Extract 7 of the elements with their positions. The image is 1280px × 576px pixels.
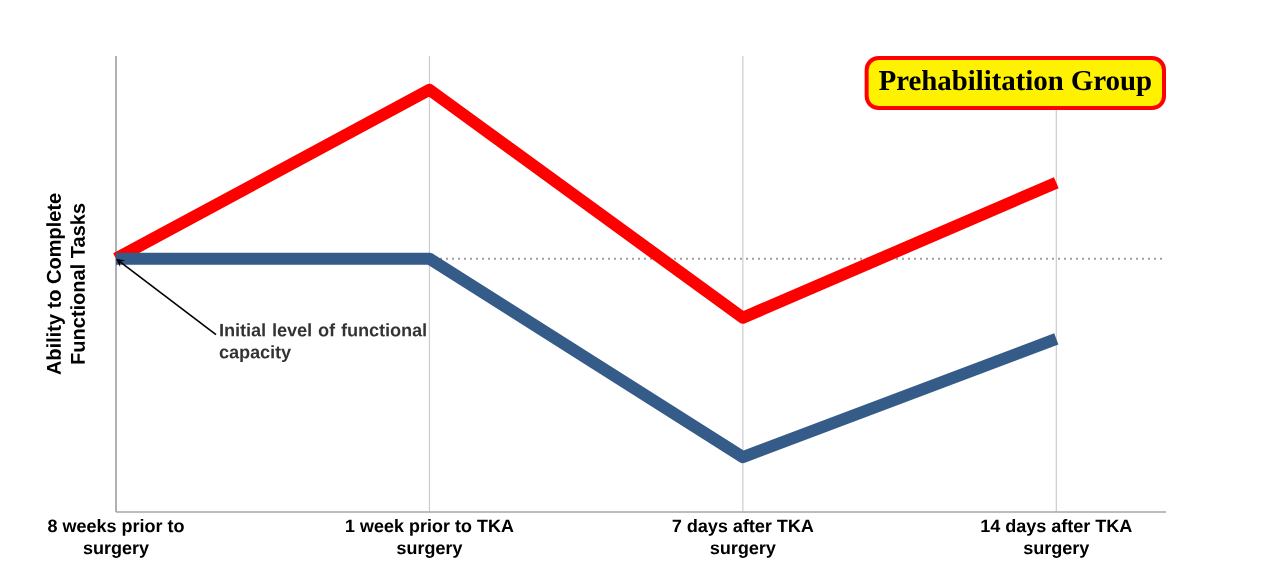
legend-label: Prehabilitation Group <box>879 69 1151 97</box>
x-tick-label: 7 days after TKA surgery <box>672 519 814 558</box>
x-tick-label: 14 days after TKA surgery <box>981 519 1132 558</box>
annotation: Initial level of functional capacity <box>219 323 426 363</box>
x-tick-label: 8 weeks prior to surgery <box>48 519 184 558</box>
y-axis-title: Ability to Complete Functional Tasks <box>46 193 85 375</box>
x-tick-label: 1 week prior to TKA surgery <box>346 519 514 558</box>
